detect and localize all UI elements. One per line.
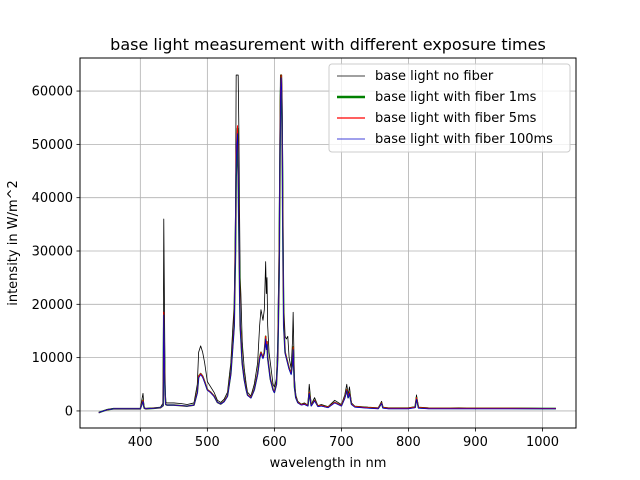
y-tick-label: 10000 <box>32 351 73 366</box>
series-line-1 <box>98 74 556 414</box>
series-line-4 <box>98 77 556 413</box>
legend-box <box>328 63 571 153</box>
y-axis-title: intensity in W/m^2 <box>6 180 21 306</box>
legend-label-no-fiber: base light no fiber <box>375 69 494 84</box>
chart-title: base light measurement with different ex… <box>110 35 546 54</box>
y-tick-label: 0 <box>65 404 73 419</box>
x-tick-label: 900 <box>463 435 488 450</box>
legend-label-fiber-1ms: base light with fiber 1ms <box>375 90 537 105</box>
y-tick-label: 40000 <box>32 191 73 206</box>
y-tick-label: 50000 <box>32 138 73 153</box>
x-tick-label: 1000 <box>526 435 559 450</box>
y-tick-label: 30000 <box>32 245 73 260</box>
y-tick-label: 20000 <box>32 298 73 313</box>
x-tick-label: 700 <box>329 435 354 450</box>
legend: base light no fiber base light with fibe… <box>328 63 571 153</box>
x-tick-label: 600 <box>262 435 287 450</box>
x-axis-title: wavelength in nm <box>270 456 387 471</box>
x-tick-label: 800 <box>396 435 421 450</box>
legend-label-fiber-5ms: base light with fiber 5ms <box>375 111 537 126</box>
series-lines <box>98 74 556 414</box>
x-tick-label: 500 <box>195 435 220 450</box>
axis-ticks: 400 500 600 700 800 900 1000010000200003000040… <box>32 85 559 450</box>
x-tick-label: 400 <box>128 435 153 450</box>
y-tick-label: 60000 <box>32 85 73 100</box>
plot-frame <box>79 57 577 429</box>
legend-label-fiber-100ms: base light with fiber 100ms <box>375 132 553 147</box>
